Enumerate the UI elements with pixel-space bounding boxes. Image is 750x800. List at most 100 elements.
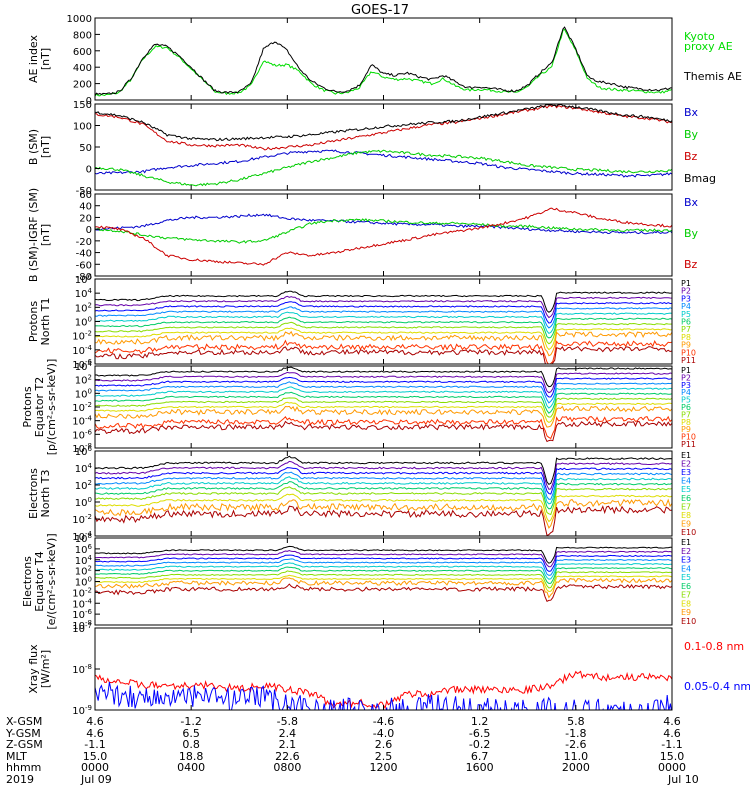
y-tick-label: 20 [79, 213, 92, 224]
ephemeris-value: 1600 [465, 761, 494, 774]
panel-7: 10810610410210010-210-410-610-8Electrons… [21, 532, 696, 632]
y-tick-label: 10-2 [72, 586, 92, 599]
y-tick-label: 150 [73, 100, 92, 111]
channel-P10-line [95, 339, 672, 364]
channel-label: E8 [681, 511, 691, 520]
series-2-0 [95, 213, 672, 235]
y-tick-label: 0 [86, 96, 92, 107]
y-axis-label: Electrons [27, 468, 40, 519]
y-axis-label: B (SM)-IGRF (SM) [27, 188, 40, 282]
legend-entry: 0.1-0.8 nm [684, 640, 744, 653]
legend-entry: 0.05-0.4 nm [684, 680, 750, 693]
channel-E8-line [95, 493, 672, 523]
y-axis-label: [nT] [39, 136, 52, 158]
ephemeris-value: 6.7 [470, 749, 489, 763]
ephemeris-value: 2.1 [278, 738, 297, 751]
y-axis-label: [nT] [39, 48, 52, 70]
channel-P11-line [95, 345, 672, 364]
channel-P6-line [95, 391, 672, 414]
y-tick-label: 100 [75, 576, 92, 589]
channel-label: E4 [681, 477, 691, 486]
channel-P9-line [95, 405, 672, 428]
channel-label: P6 [681, 403, 691, 412]
y-tick-label: 10-8 [72, 663, 92, 676]
ephemeris-value: 18.8 [178, 749, 204, 763]
ephemeris-value: 4.6 [663, 715, 681, 728]
y-tick-label: 10-8 [72, 619, 92, 632]
y-axis-label: Electrons [21, 556, 34, 607]
channel-P5-line [95, 311, 672, 335]
y-tick-label: 10-7 [72, 622, 92, 635]
y-tick-label: 10-2 [72, 401, 92, 414]
y-tick-label: 100 [73, 122, 92, 133]
channel-label: P8 [681, 418, 691, 427]
ephemeris-value: 0800 [273, 761, 302, 774]
channel-label: E3 [681, 468, 691, 477]
y-tick-label: 10-4 [72, 344, 92, 357]
channel-E6-line [95, 566, 672, 585]
y-tick-label: 104 [75, 287, 93, 300]
channel-P8-line [95, 327, 672, 351]
ephemeris-value: 15.0 [659, 749, 685, 763]
channel-label: P9 [681, 341, 691, 350]
ephemeris-value: -2.6 [565, 738, 587, 751]
ephemeris-value: 1200 [369, 761, 398, 774]
channel-P1-line [95, 290, 672, 313]
channel-E10-line [95, 505, 672, 536]
channel-label: E9 [681, 519, 691, 528]
y-tick-label: 106 [75, 273, 93, 286]
legend-entry: Bz [684, 150, 698, 163]
y-tick-label: 10-6 [72, 608, 92, 621]
channel-label: P11 [681, 440, 696, 449]
y-tick-label: 108 [75, 532, 92, 545]
y-tick-label: -40 [76, 249, 92, 260]
channel-label: P7 [681, 325, 691, 334]
y-tick-label: 50 [79, 143, 92, 154]
channel-P11-line [95, 420, 672, 443]
y-tick-label: 106 [75, 445, 93, 458]
ephemeris-value: Jul 09 [81, 772, 112, 786]
y-tick-label: 100 [75, 316, 92, 329]
ephemeris-value: -1.8 [565, 726, 587, 740]
channel-label: P5 [681, 310, 691, 319]
ephemeris-value: -0.2 [468, 738, 491, 751]
ephemeris-row-label: 2019 [6, 772, 34, 786]
channel-label: P5 [681, 396, 691, 405]
y-tick-label: 10-4 [72, 530, 92, 543]
series-2-1 [95, 218, 672, 244]
y-axis-label: B (SM) [27, 129, 40, 165]
channel-label: P1 [681, 366, 691, 375]
legend-entry: Bmag [684, 172, 716, 185]
ephemeris-value: -6.5 [468, 726, 491, 740]
channel-label: E9 [681, 608, 691, 617]
ephemeris-row-label: Z-GSM [6, 738, 43, 751]
panel-2: 150 100 50 0 -50 B (SM) [nT] Bx By Bz Bmag [27, 100, 716, 197]
ephemeris-value: 2.4 [278, 726, 297, 740]
ephemeris-table: X-GSM Y-GSM Z-GSM MLT hhmm 2019 4.6 4.6 -1.1 15.0… [0, 715, 750, 800]
ephemeris-value: 2.6 [374, 738, 393, 751]
channel-label: E2 [681, 460, 691, 469]
y-tick-label: 10-6 [72, 358, 92, 371]
y-tick-label: 600 [73, 47, 92, 58]
channel-P9-line [95, 330, 672, 357]
y-tick-label: 102 [75, 374, 92, 387]
channel-label: P9 [681, 425, 691, 434]
ephemeris-value: 22.6 [275, 749, 300, 763]
y-axis-label: [p/(cm²-s-sr-keV)] [45, 359, 58, 456]
ephemeris-value: 4.6 [86, 726, 104, 740]
series-1-1 [95, 149, 672, 187]
channel-P10-line [95, 415, 672, 440]
ephemeris-value: -4.6 [372, 715, 395, 728]
ephemeris-value: 4.6 [86, 715, 104, 728]
ephemeris-value: 1.2 [470, 715, 489, 728]
y-tick-label: 0 [86, 165, 92, 176]
channel-P6-line [95, 316, 672, 339]
y-tick-label: -50 [76, 186, 92, 197]
series-2-2 [95, 207, 672, 266]
y-axis-label: Xray flux [27, 644, 40, 694]
channel-P3-line [95, 376, 672, 398]
channel-E3-line [95, 554, 672, 572]
